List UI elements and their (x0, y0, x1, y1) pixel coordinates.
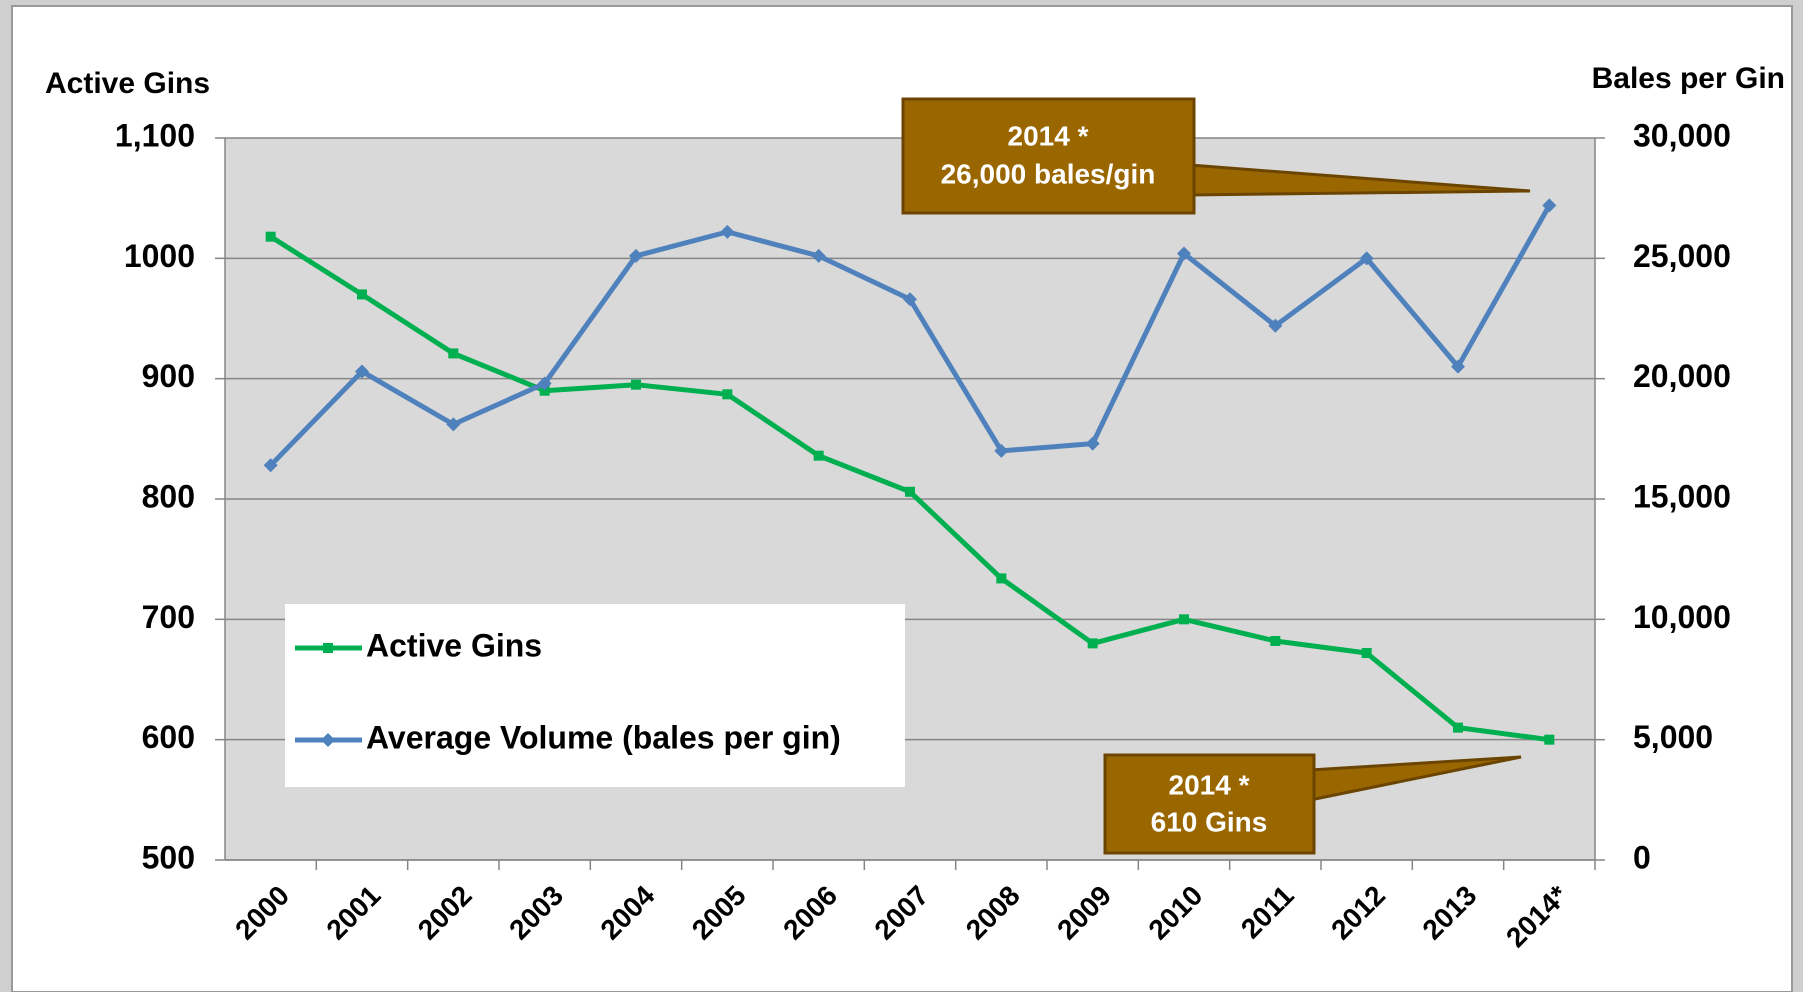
legend-label: Average Volume (bales per gin) (366, 719, 841, 755)
marker (537, 376, 552, 391)
callout-text: 610 Gins (1151, 806, 1268, 837)
marker (994, 443, 1009, 458)
marker (539, 385, 550, 396)
marker (903, 292, 917, 307)
marker (321, 733, 335, 747)
y2-tick-label: 15,000 (1633, 478, 1731, 514)
y-tick-label: 800 (142, 478, 195, 514)
marker (1268, 318, 1283, 333)
y-tick-label: 600 (142, 719, 195, 755)
marker (905, 486, 915, 497)
callout-text: 26,000 bales/gin (941, 158, 1156, 189)
marker (629, 248, 643, 263)
y-tick-label: 500 (142, 839, 195, 875)
marker (813, 450, 824, 461)
legend-label: Active Gins (366, 627, 542, 663)
legend (285, 604, 905, 787)
marker (1544, 734, 1555, 745)
y2-tick-label: 25,000 (1633, 238, 1731, 274)
marker (1179, 614, 1189, 625)
y-axis-label: Active Gins (45, 67, 210, 100)
callout-box (901, 97, 1196, 215)
y-tick-label: 700 (142, 599, 195, 635)
marker (1453, 722, 1463, 733)
marker (446, 417, 461, 432)
marker (996, 573, 1007, 584)
y2-tick-label: 5,000 (1633, 719, 1713, 755)
marker (357, 289, 367, 300)
marker (1451, 359, 1465, 374)
marker (631, 379, 641, 390)
y2-tick-label: 20,000 (1633, 358, 1731, 394)
marker (720, 224, 735, 239)
y-tick-label: 1000 (124, 238, 195, 274)
y2-tick-label: 10,000 (1633, 599, 1731, 635)
legend-entries: Active Gins Average Volume (bales per gin… (295, 627, 841, 755)
y-tick-label: 1,100 (115, 117, 195, 153)
y2-tick-label: 0 (1633, 839, 1651, 875)
marker (263, 458, 278, 473)
marker (1361, 648, 1372, 659)
marker (323, 643, 333, 653)
callout-text: 2014 * (1008, 120, 1089, 151)
marker (1542, 198, 1557, 213)
y2-axis-label: Bales per Gin (1592, 62, 1785, 95)
marker (722, 389, 733, 400)
callout: 2014 * 610 Gins (1103, 753, 1522, 855)
marker (1177, 246, 1191, 261)
marker (448, 348, 459, 359)
marker (1270, 635, 1281, 646)
callout-text: 2014 * (1169, 769, 1250, 800)
callout-box (1103, 753, 1316, 855)
y-tick-label: 900 (142, 358, 195, 394)
y2-tick-label: 30,000 (1633, 117, 1731, 153)
marker (811, 248, 826, 263)
marker (1087, 638, 1098, 649)
marker (265, 231, 276, 242)
marker (1359, 251, 1374, 266)
marker (1085, 436, 1100, 451)
marker (355, 364, 369, 379)
callout: 2014 * 26,000 bales/gin (901, 97, 1531, 215)
